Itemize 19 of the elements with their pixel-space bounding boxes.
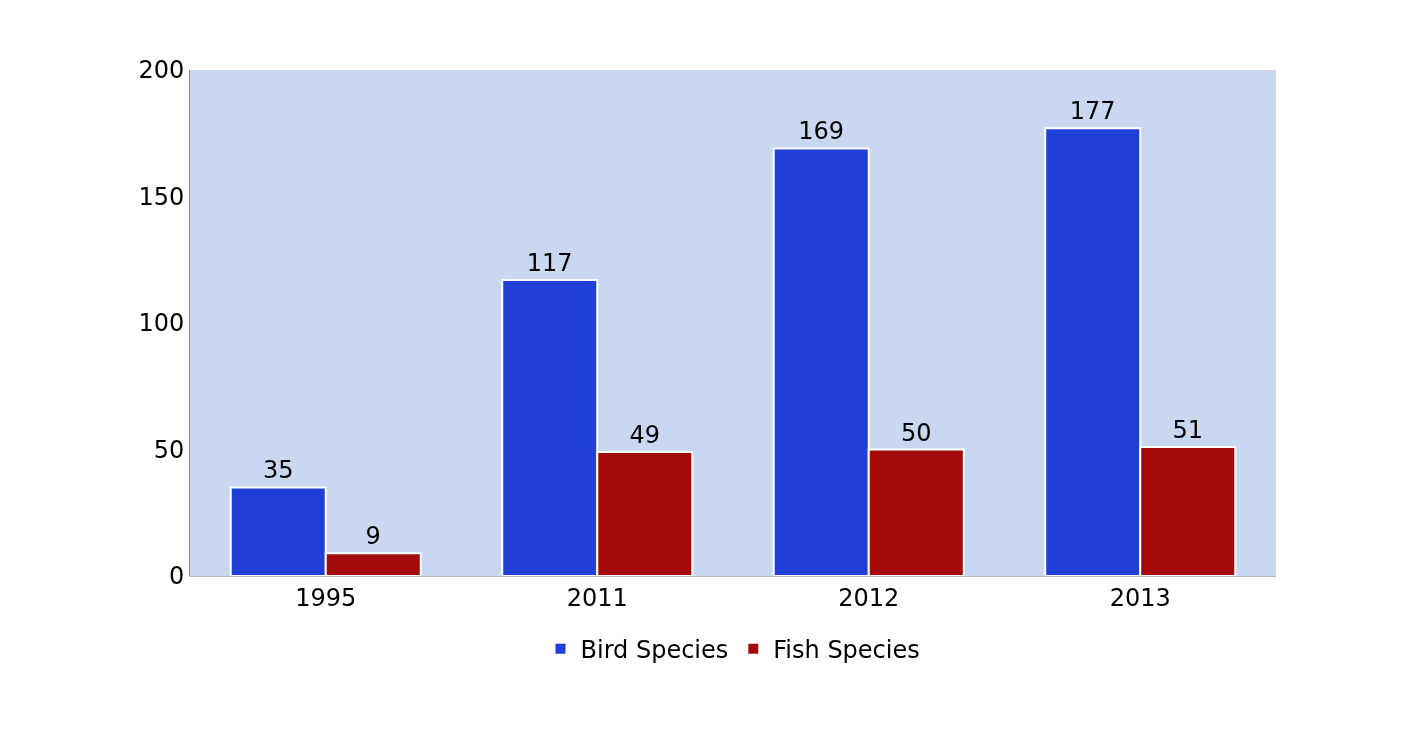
y-tick-label: 100: [138, 309, 185, 338]
data-label: 35: [262, 456, 294, 485]
x-tick-label: 2011: [566, 583, 628, 612]
legend-label: Bird Species: [580, 636, 729, 665]
data-label: 177: [1069, 97, 1116, 126]
x-tick-label: 2012: [838, 583, 900, 612]
data-label: 117: [526, 248, 573, 277]
data-label: 49: [629, 421, 661, 450]
x-tick-label: 2013: [1109, 583, 1171, 612]
legend-label: Fish Species: [773, 636, 920, 665]
y-tick-label: 50: [153, 435, 185, 464]
data-label: 169: [798, 117, 845, 146]
y-tick-label: 150: [138, 182, 185, 211]
x-tick-label: 1995: [295, 583, 357, 612]
data-label: 9: [365, 522, 381, 551]
data-label: 50: [900, 418, 932, 447]
y-tick-label: 0: [168, 562, 185, 591]
y-tick-label: 200: [138, 56, 185, 85]
data-label: 51: [1172, 415, 1204, 444]
